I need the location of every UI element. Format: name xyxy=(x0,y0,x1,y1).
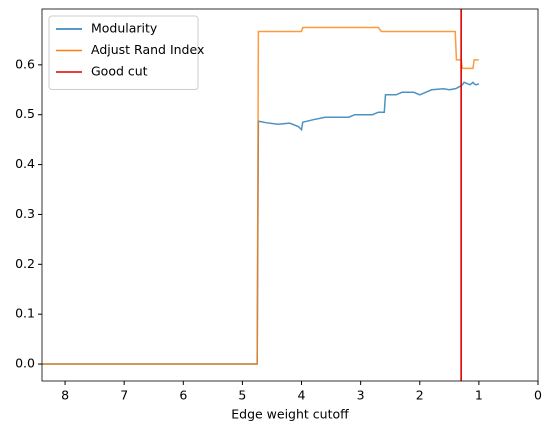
x-tick-label: 5 xyxy=(238,388,246,403)
y-tick-label: 0.2 xyxy=(15,256,35,271)
legend-box xyxy=(48,15,199,90)
x-tick-label: 4 xyxy=(298,388,306,403)
x-axis-label: Edge weight cutoff xyxy=(231,407,349,422)
y-tick-label: 0.6 xyxy=(15,56,35,71)
legend-label: Adjust Rand Index xyxy=(91,42,204,57)
y-tick-label: 0.5 xyxy=(15,106,35,121)
y-tick-label: 0.1 xyxy=(15,306,35,321)
x-tick-label: 2 xyxy=(416,388,424,403)
x-tick-label: 7 xyxy=(120,388,128,403)
x-tick-label: 1 xyxy=(475,388,483,403)
legend-label: Modularity xyxy=(91,21,158,36)
x-tick-label: 6 xyxy=(179,388,187,403)
legend-label: Good cut xyxy=(91,64,148,79)
axes-frame xyxy=(41,8,539,382)
line xyxy=(42,26,479,365)
y-tick-label: 0.4 xyxy=(15,156,35,171)
y-tick-label: 0.0 xyxy=(15,356,35,371)
x-tick-label: 8 xyxy=(61,388,69,403)
x-tick-label: 0 xyxy=(534,388,542,403)
y-tick-label: 0.3 xyxy=(15,206,35,221)
line xyxy=(42,81,480,365)
x-tick-label: 3 xyxy=(357,388,365,403)
